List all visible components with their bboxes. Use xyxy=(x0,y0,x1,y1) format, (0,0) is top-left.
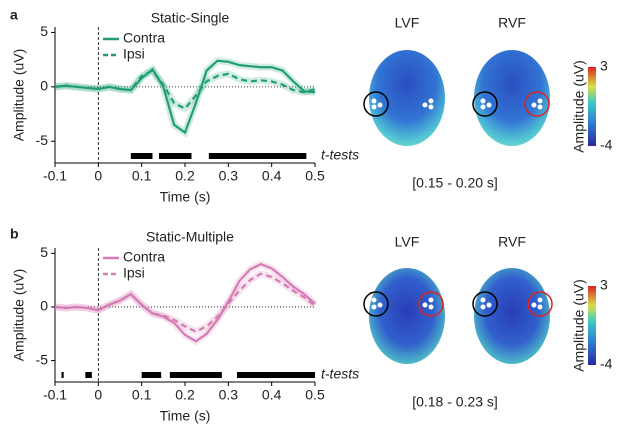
x-tick-label: 0.3 xyxy=(219,168,239,184)
time-window: [0.18 - 0.23 s] xyxy=(412,394,498,410)
y-tick-label: 5 xyxy=(40,23,48,39)
x-tick-label: 0.2 xyxy=(175,387,195,403)
x-axis-label: Time (s) xyxy=(160,408,211,424)
x-tick-label: 0.5 xyxy=(305,387,325,403)
x-axis-label: Time (s) xyxy=(160,189,211,205)
x-tick-label: 0.4 xyxy=(262,168,282,184)
legend-label: Contra xyxy=(123,249,165,265)
legend-label: Contra xyxy=(123,30,165,46)
panel-letter: b xyxy=(10,226,19,242)
series-line xyxy=(54,272,316,333)
topo-label: LVF xyxy=(395,234,420,250)
y-axis-label: Amplitude (uV) xyxy=(11,269,27,362)
ttest-bar xyxy=(237,372,315,378)
legend-label: Ipsi xyxy=(123,265,145,281)
ttest-bar xyxy=(85,372,92,378)
colorbar xyxy=(588,67,596,146)
y-axis-label: Amplitude (uV) xyxy=(11,49,27,142)
ttest-label: t-tests xyxy=(321,147,359,163)
ttest-label: t-tests xyxy=(321,366,359,382)
time-window: [0.15 - 0.20 s] xyxy=(412,175,498,191)
y-tick-label: 0 xyxy=(40,298,48,314)
chart-title: Static-Single xyxy=(151,10,230,26)
x-tick-label: 0.4 xyxy=(262,387,282,403)
topo-label: LVF xyxy=(395,15,420,31)
series-band xyxy=(54,66,317,113)
x-tick-label: 0.1 xyxy=(132,168,152,184)
colorbar-tick-label: -4 xyxy=(600,356,613,372)
x-tick-label: 0 xyxy=(94,387,102,403)
legend-label: Ipsi xyxy=(123,46,145,62)
panel-letter: a xyxy=(10,7,18,23)
y-tick-label: 0 xyxy=(40,78,48,94)
y-tick-label: 5 xyxy=(40,244,48,260)
x-tick-label: 0.3 xyxy=(219,387,239,403)
heads xyxy=(363,50,553,364)
ttest-bar xyxy=(61,372,64,378)
ttest-bar xyxy=(159,153,192,159)
colorbar-tick-label: 3 xyxy=(600,277,608,293)
colorbar xyxy=(588,286,596,365)
x-tick-label: 0.2 xyxy=(175,168,195,184)
colorbar-label: Amplitude (uV) xyxy=(571,60,587,153)
y-tick-label: -5 xyxy=(36,132,49,148)
colorbar-label: Amplitude (uV) xyxy=(571,279,587,372)
chart-title: Static-Multiple xyxy=(146,229,234,245)
series-band xyxy=(54,269,318,336)
topo-label: RVF xyxy=(498,234,526,250)
colorbar-tick-label: -4 xyxy=(600,137,613,153)
series-band xyxy=(54,57,316,139)
x-tick-label: -0.1 xyxy=(43,168,67,184)
x-tick-label: 0.1 xyxy=(132,387,152,403)
topo-label: RVF xyxy=(498,15,526,31)
colorbar-tick-label: 3 xyxy=(600,58,608,74)
ttest-bar xyxy=(169,372,222,378)
x-tick-label: 0.5 xyxy=(305,168,325,184)
ttest-bar xyxy=(208,153,307,159)
ttest-bar xyxy=(141,372,162,378)
y-tick-label: -5 xyxy=(36,351,49,367)
x-tick-label: -0.1 xyxy=(43,387,67,403)
x-tick-label: 0 xyxy=(94,168,102,184)
series-line xyxy=(54,69,316,110)
ttest-bar xyxy=(130,153,153,159)
